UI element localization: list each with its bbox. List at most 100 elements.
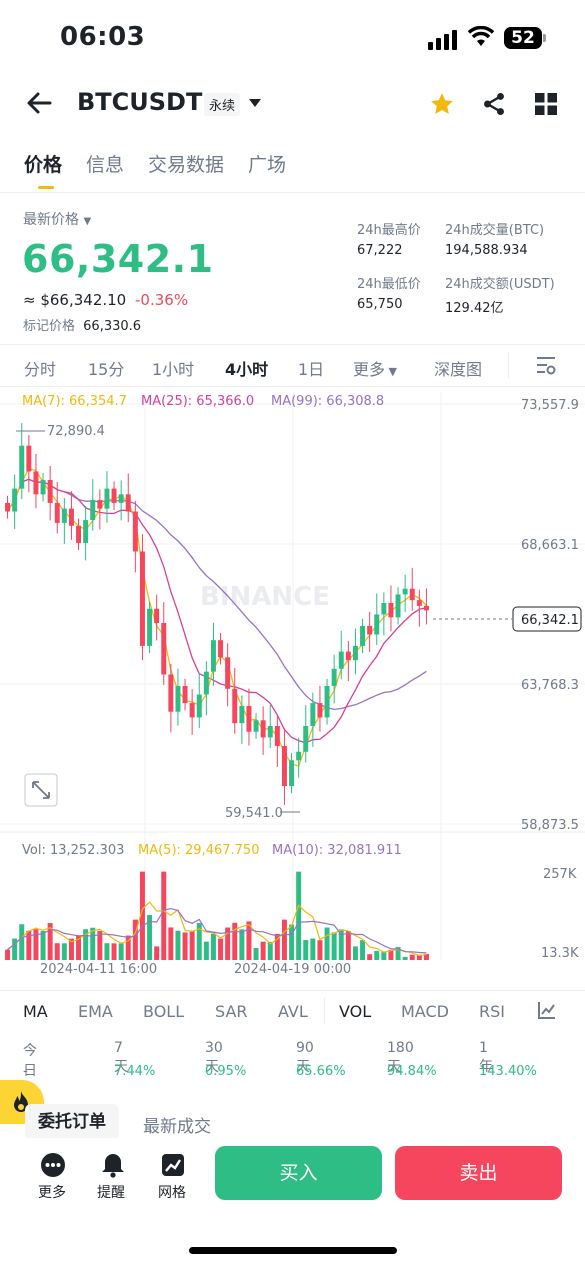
volume-bar — [175, 930, 181, 960]
candle — [289, 760, 295, 787]
volume-bar — [90, 927, 96, 960]
tf-line[interactable]: 分时 — [24, 360, 57, 379]
wifi-icon — [467, 26, 495, 46]
mark-price-label: 标记价格 — [23, 319, 76, 334]
symbol-dropdown-icon[interactable] — [249, 99, 261, 107]
alert-label[interactable]: 提醒 — [97, 1185, 125, 1201]
more-icon[interactable] — [40, 1152, 66, 1178]
vol-ma10-label: MA(10): 32,081.911 — [272, 843, 402, 858]
candle — [303, 725, 309, 752]
current-price-tag — [512, 606, 582, 632]
tf-1h[interactable]: 1小时 — [152, 360, 195, 379]
volume-bar — [381, 951, 387, 960]
volume-bar — [352, 946, 358, 960]
ind-ema[interactable]: EMA — [78, 1002, 113, 1021]
candle — [260, 720, 266, 738]
candle — [154, 608, 160, 624]
ind-vol[interactable]: VOL — [339, 1002, 372, 1021]
tab-square[interactable]: 广场 — [248, 154, 287, 176]
y-tick: 68,663.1 — [521, 538, 579, 553]
volume-bar — [104, 943, 110, 960]
candle — [281, 746, 287, 787]
usd-price-row: ≈ $66,342.10 -0.36% — [23, 291, 188, 309]
candle — [296, 751, 302, 761]
ind-rsi[interactable]: RSI — [479, 1002, 505, 1021]
candlestick-chart[interactable]: BINANCE MA(7): 66,354.7 MA(25): 65,366.0… — [0, 392, 585, 987]
grid-label[interactable]: 网格 — [158, 1185, 186, 1201]
volume-bar — [76, 935, 82, 960]
vol-ma10-line — [7, 907, 427, 954]
candle — [168, 674, 174, 712]
share-icon[interactable] — [481, 91, 507, 117]
more-label[interactable]: 更多 — [38, 1185, 66, 1201]
low-value: 65,750 — [357, 297, 403, 312]
candle — [97, 500, 103, 509]
indicator-settings-icon[interactable] — [537, 1000, 557, 1020]
candle — [189, 703, 195, 718]
volume-bar — [61, 943, 67, 960]
candle — [111, 488, 117, 503]
candle — [175, 685, 181, 712]
candle — [47, 480, 53, 503]
candle — [423, 605, 429, 611]
volume-bar — [19, 924, 25, 960]
status-time: 06:03 — [60, 22, 146, 52]
tf-4h[interactable]: 4小时 — [225, 360, 269, 379]
sell-button[interactable]: 卖出 — [395, 1146, 562, 1200]
tab-recent-trades[interactable]: 最新成交 — [143, 1117, 211, 1137]
ind-avl[interactable]: AVL — [278, 1002, 308, 1021]
candle — [239, 705, 245, 724]
low-label: 24h最低价 — [357, 277, 421, 292]
volume-bar — [345, 931, 351, 960]
tf-more[interactable]: 更多 ▼ — [353, 360, 397, 379]
vol-usdt-value: 129.42亿 — [445, 301, 504, 316]
tab-trading-data[interactable]: 交易数据 — [148, 154, 225, 176]
y-tick: 58,873.5 — [521, 818, 579, 833]
last-price-label[interactable]: 最新价格 ▼ — [23, 212, 92, 228]
volume-bar — [246, 921, 252, 960]
buy-button[interactable]: 买入 — [215, 1146, 382, 1200]
last-price: 66,342.1 — [22, 237, 214, 281]
volume-bar — [395, 947, 401, 960]
candle — [132, 511, 138, 552]
volume-bar — [289, 924, 295, 960]
volume-bar — [68, 938, 74, 960]
volume-bar — [274, 933, 280, 960]
candle — [161, 623, 167, 675]
perf-label: 90 天 — [296, 1040, 314, 1075]
vol-y-tick: 13.3K — [541, 946, 579, 961]
candle — [54, 502, 60, 523]
ind-macd[interactable]: MACD — [401, 1002, 449, 1021]
perf-value: 94.84% — [387, 1064, 437, 1079]
low-marker: 59,541.0 — [225, 806, 283, 821]
tab-open-orders[interactable]: 委托订单 — [25, 1104, 119, 1140]
back-arrow-icon[interactable] — [24, 88, 54, 118]
ind-sar[interactable]: SAR — [215, 1002, 248, 1021]
x-tick: 2024-04-11 16:00 — [40, 962, 157, 977]
floating-action-button[interactable] — [0, 1080, 44, 1124]
volume-bar — [5, 949, 11, 960]
volume-bar — [26, 930, 32, 960]
tf-depth[interactable]: 深度图 — [434, 360, 483, 379]
ind-boll[interactable]: BOLL — [143, 1002, 185, 1021]
volume-bar — [118, 943, 124, 960]
ind-ma[interactable]: MA — [23, 1002, 48, 1021]
bell-icon[interactable] — [100, 1152, 126, 1178]
volume-bar — [33, 929, 39, 960]
symbol-title[interactable]: BTCUSDT — [77, 88, 203, 116]
volume-bar — [239, 929, 245, 960]
volume-bar — [331, 932, 337, 960]
grid-trading-icon[interactable] — [160, 1152, 186, 1178]
ind-divider — [324, 998, 325, 1024]
candle — [218, 640, 224, 658]
favorite-star-icon[interactable] — [429, 91, 455, 117]
chart-settings-icon[interactable] — [535, 355, 557, 375]
contract-type-badge[interactable]: 永续 — [204, 93, 241, 116]
volume-bar — [97, 931, 103, 960]
candle — [196, 694, 202, 718]
layout-grid-icon[interactable] — [535, 93, 557, 115]
tf-1d[interactable]: 1日 — [298, 360, 325, 379]
tf-15m[interactable]: 15分 — [88, 360, 125, 379]
tab-price[interactable]: 价格 — [24, 150, 62, 189]
tab-info[interactable]: 信息 — [86, 154, 125, 176]
